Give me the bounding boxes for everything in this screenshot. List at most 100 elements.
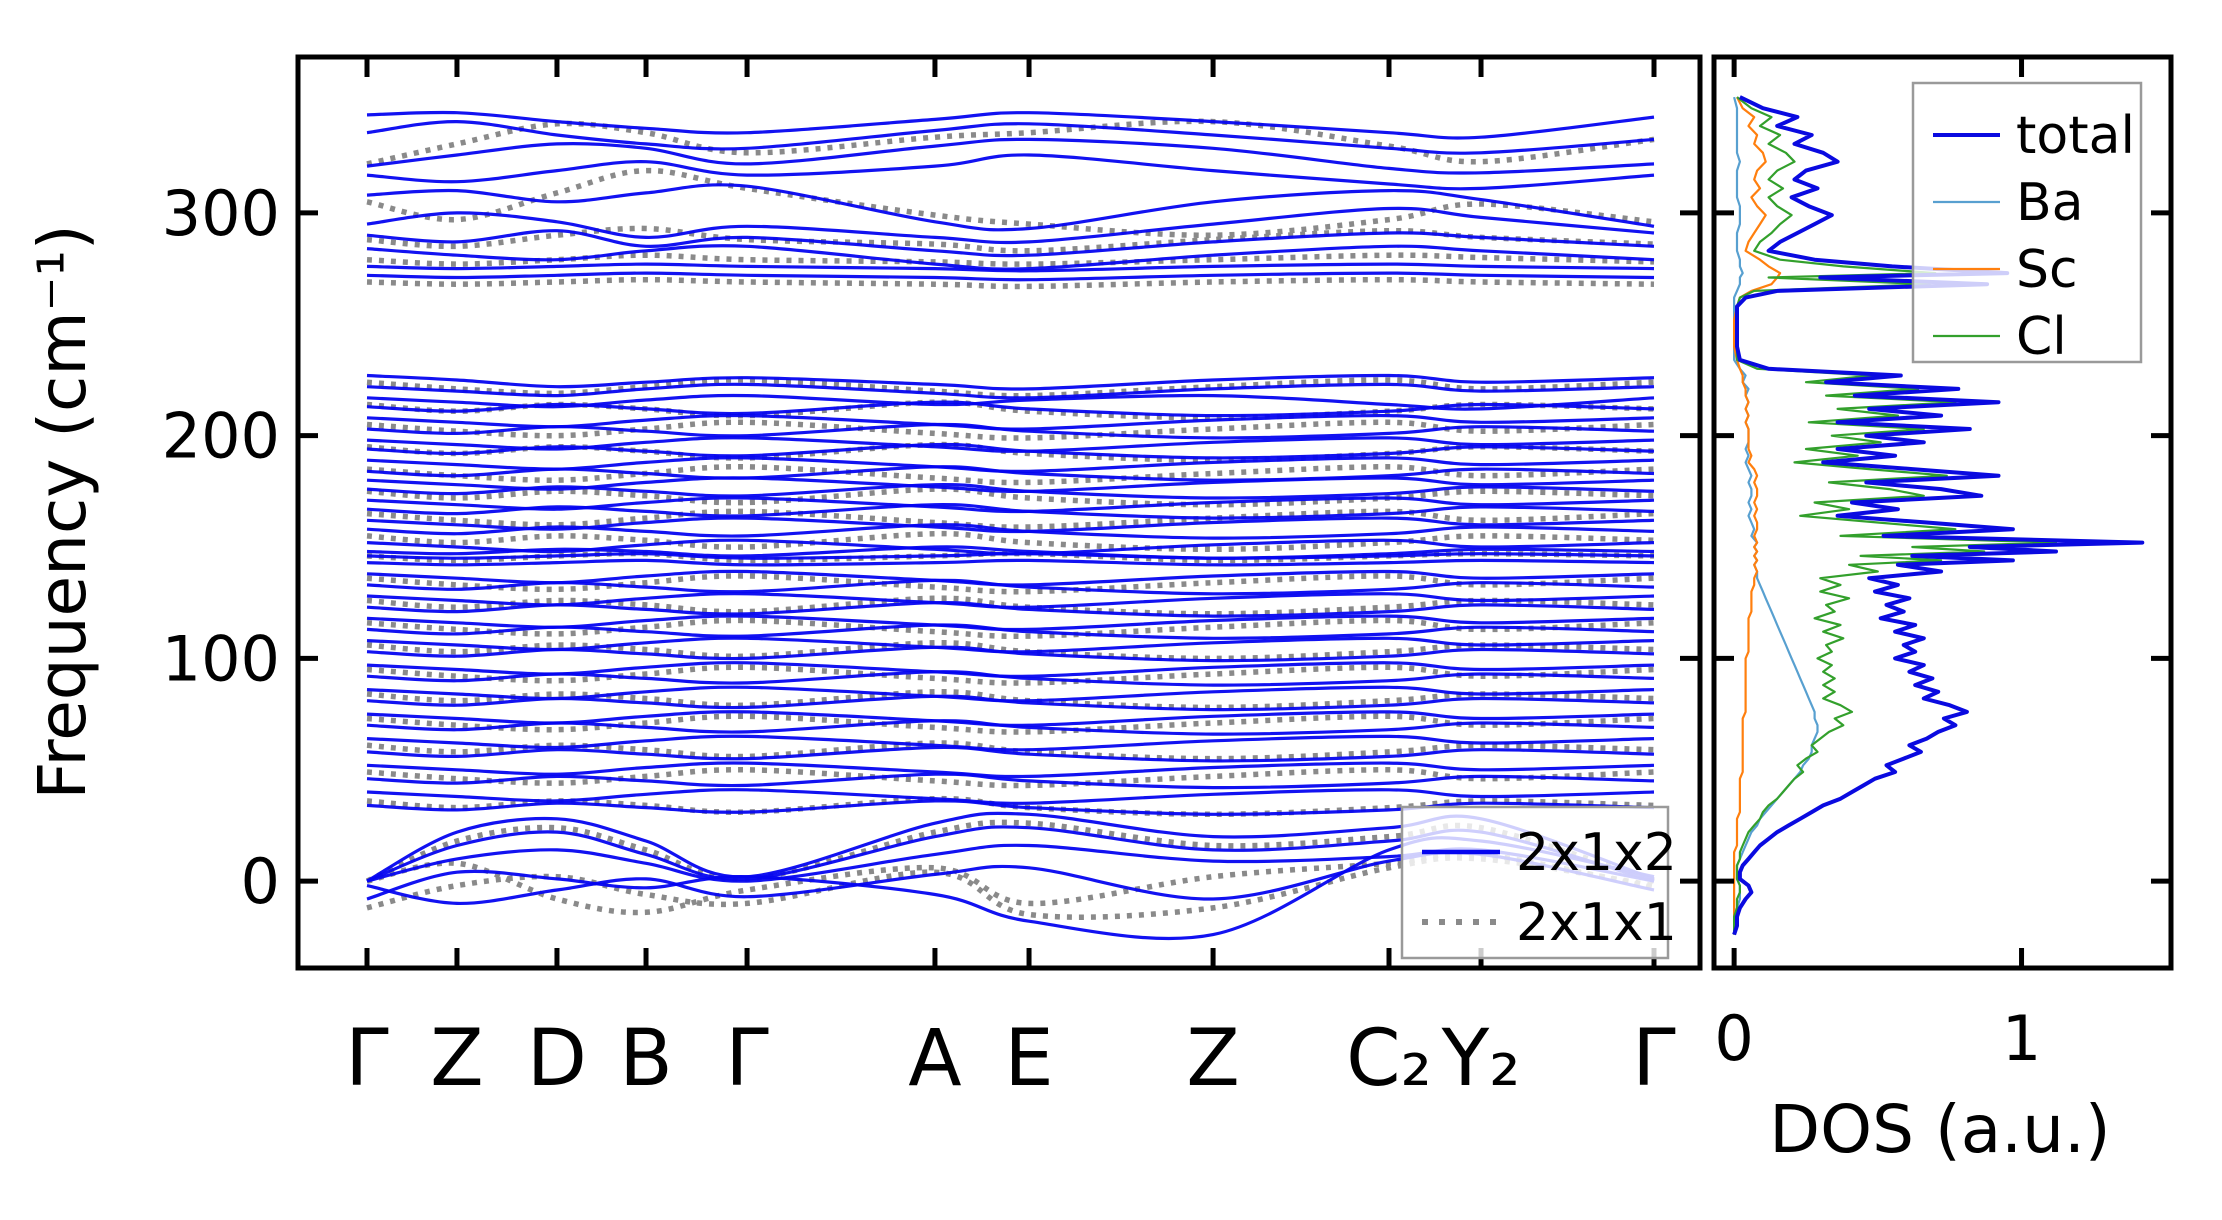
dos-legend: total Ba Sc Cl: [1911, 81, 2143, 367]
band-line-2x1x2: [366, 552, 1655, 560]
band-line-2x1x1: [366, 276, 1655, 290]
kpath-label-3: B: [619, 1014, 673, 1104]
band-line-2x1x2: [366, 496, 1655, 514]
bands-legend-label-2x1x2: 2x1x2: [1516, 823, 1677, 883]
dos-curves-group: [1732, 95, 2145, 936]
freq-tick-label-200: 200: [162, 400, 280, 473]
band-line-2x1x2: [366, 601, 1655, 618]
dos-tick-label-1: 1: [2002, 1002, 2041, 1075]
band-line-2x1x2: [366, 271, 1655, 282]
dos-curve-Sc: [1733, 96, 1782, 935]
bands-2x1x1-group: [365, 118, 1655, 920]
freq-tick-label-300: 300: [162, 177, 280, 250]
band-line-2x1x1: [366, 740, 1655, 762]
kpath-label-0: Γ: [345, 1014, 389, 1104]
band-line-2x1x1: [366, 713, 1655, 735]
band-line-2x1x1: [366, 664, 1655, 686]
band-line-2x1x1: [366, 595, 1655, 617]
band-line-2x1x2: [366, 153, 1655, 191]
band-line-2x1x1: [366, 617, 1655, 639]
band-line-2x1x1: [366, 530, 1655, 553]
band-line-2x1x2: [366, 745, 1655, 763]
kpath-label-1: Z: [430, 1014, 483, 1104]
band-line-2x1x1: [366, 225, 1655, 254]
band-line-2x1x2: [366, 545, 1655, 560]
dos-curve-total: [1732, 95, 2145, 936]
frequency-tick-labels: 0 100 200 300: [162, 177, 280, 918]
kpath-label-8: C₂: [1346, 1014, 1432, 1104]
band-line-2x1x2: [366, 483, 1655, 500]
band-line-2x1x2: [366, 623, 1655, 640]
kpath-label-2: D: [527, 1014, 587, 1104]
band-line-2x1x2: [366, 137, 1655, 175]
band-line-2x1x2: [366, 503, 1655, 520]
band-line-2x1x2: [366, 422, 1655, 440]
band-line-2x1x2: [366, 229, 1655, 258]
bands-legend-box: [1400, 805, 1670, 960]
band-panel-spine: [295, 54, 1703, 971]
band-panel-ticks: [298, 57, 1700, 968]
kpath-tick-labels: Γ Z D B Γ A E Z C₂ Y₂ Γ: [345, 1014, 1676, 1104]
band-line-2x1x2: [366, 119, 1655, 155]
band-line-2x1x1: [366, 573, 1655, 595]
band-line-2x1x2: [366, 516, 1655, 534]
dos-legend-label-total: total: [2016, 106, 2135, 166]
band-line-2x1x2: [366, 465, 1655, 482]
band-line-2x1x2: [366, 400, 1655, 418]
dos-panel-spine: [1711, 54, 2174, 971]
band-line-2x1x2: [366, 476, 1655, 494]
band-line-2x1x1: [366, 689, 1655, 711]
dos-legend-samples: [1933, 133, 2000, 338]
band-line-2x1x2: [366, 670, 1655, 687]
band-line-2x1x2: [366, 244, 1655, 271]
band-line-2x1x1: [366, 766, 1655, 789]
band-line-2x1x2: [366, 262, 1655, 273]
band-line-2x1x2: [366, 719, 1655, 736]
band-line-2x1x2: [366, 578, 1655, 596]
kpath-label-6: E: [1004, 1014, 1053, 1104]
y-axis-label: Frequency (cm⁻¹): [24, 224, 101, 799]
kpath-label-4: Γ: [725, 1014, 769, 1104]
band-line-2x1x2: [366, 206, 1655, 245]
dos-legend-box: [1911, 81, 2143, 364]
dos-curve-Cl: [1733, 96, 2058, 935]
band-line-2x1x2: [366, 772, 1655, 790]
band-line-2x1x1: [366, 419, 1655, 441]
band-line-2x1x2: [366, 183, 1655, 232]
dos-tick-label-0: 0: [1714, 1002, 1753, 1075]
dos-panel-ticks: [1714, 57, 2171, 968]
band-line-2x1x1: [366, 640, 1655, 662]
band-line-2x1x2: [366, 382, 1655, 400]
band-line-2x1x2: [366, 436, 1655, 453]
dos-axis-label: DOS (a.u.): [1769, 1091, 2110, 1168]
band-line-2x1x1: [366, 377, 1655, 399]
band-line-2x1x1: [366, 118, 1655, 167]
band-line-2x1x2: [366, 761, 1655, 779]
dos-legend-label-sc: Sc: [2016, 240, 2078, 300]
bands-legend-label-2x1x1: 2x1x1: [1516, 893, 1677, 953]
band-line-2x1x1: [366, 486, 1655, 508]
kpath-label-9: Y₂: [1441, 1014, 1521, 1104]
bands-legend: 2x1x2 2x1x1: [1400, 805, 1677, 960]
freq-tick-label-0: 0: [241, 845, 280, 918]
band-line-2x1x2: [366, 538, 1655, 556]
band-line-2x1x1: [365, 819, 1655, 884]
bands-2x1x2-group: [366, 110, 1655, 941]
kpath-label-7: Z: [1186, 1014, 1239, 1104]
band-line-2x1x2: [366, 645, 1655, 663]
band-line-2x1x2: [366, 558, 1655, 567]
freq-tick-label-100: 100: [162, 622, 280, 695]
band-line-2x1x2: [366, 694, 1655, 712]
band-line-2x1x2: [366, 373, 1655, 391]
band-line-2x1x1: [366, 463, 1655, 486]
band-line-2x1x2: [366, 523, 1655, 540]
band-line-2x1x2: [366, 442, 1655, 460]
band-line-2x1x2: [366, 110, 1655, 140]
dos-legend-label-cl: Cl: [2016, 307, 2067, 367]
dos-legend-label-ba: Ba: [2016, 173, 2084, 233]
